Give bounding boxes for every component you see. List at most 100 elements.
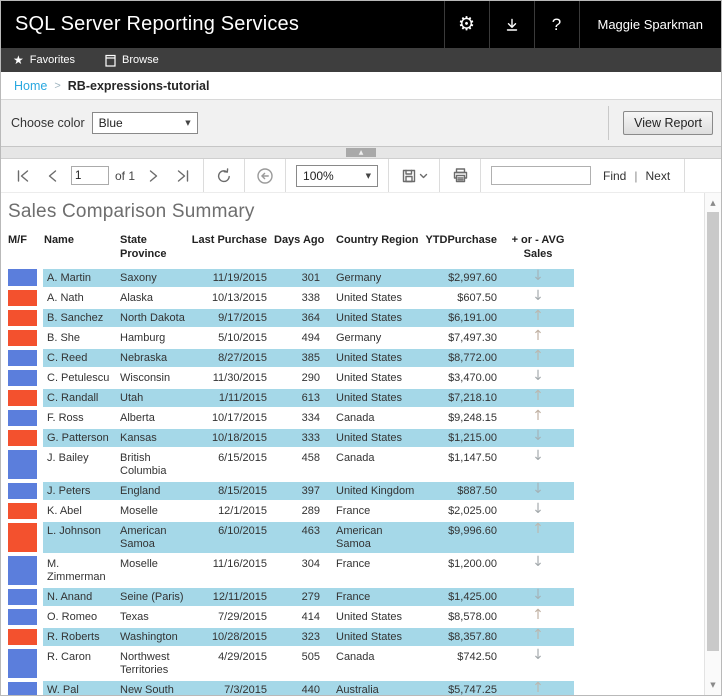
- last-page-button[interactable]: [173, 165, 193, 187]
- last-purchase-cell: 7/3/2015: [188, 679, 272, 695]
- previous-page-button[interactable]: [43, 165, 63, 187]
- table-row: J. Peters England 8/15/2015 397 United Kingd…: [8, 480, 574, 503]
- name-cell: A. Nath: [40, 287, 118, 309]
- vertical-scrollbar[interactable]: ▲ ▼: [704, 193, 721, 695]
- column-header-ytd: YTDPurchase: [425, 234, 497, 246]
- country-region-cell: United Kingdom: [322, 480, 420, 502]
- days-ago-cell: 414: [272, 606, 322, 628]
- scroll-up-button[interactable]: ▲: [705, 195, 721, 211]
- name-cell: F. Ross: [40, 407, 118, 429]
- state-province-cell: Northwest Territories: [118, 646, 188, 681]
- print-button[interactable]: [450, 165, 470, 187]
- trend-down-icon: ↓: [532, 427, 544, 444]
- report-canvas: Sales Comparison Summary M/F Name State …: [1, 193, 704, 695]
- view-report-button[interactable]: View Report: [623, 111, 713, 135]
- user-menu[interactable]: Maggie Sparkman: [578, 1, 722, 48]
- state-province-cell: British Columbia: [118, 447, 188, 482]
- trend-down-icon: ↓: [532, 646, 544, 663]
- last-purchase-cell: 12/11/2015: [188, 586, 272, 608]
- report-table-body: A. Martin Saxony 11/19/2015 301 Germany $2,99…: [8, 267, 574, 695]
- column-header-state: State Province: [120, 234, 167, 261]
- name-cell: J. Bailey: [40, 447, 118, 482]
- column-header-country: Country Region: [336, 234, 419, 246]
- next-page-button[interactable]: [143, 165, 163, 187]
- column-header-last-purchase: Last Purchase: [191, 234, 267, 246]
- gender-color-cell: [8, 626, 43, 649]
- country-region-cell: United States: [322, 427, 420, 449]
- trend-down-icon: ↓: [532, 287, 544, 304]
- next-link[interactable]: Next: [645, 168, 671, 183]
- scroll-down-button[interactable]: ▼: [705, 677, 721, 693]
- last-purchase-cell: 12/1/2015: [188, 500, 272, 522]
- chevron-down-icon: ▼: [185, 119, 191, 127]
- scrollbar-thumb[interactable]: [707, 212, 719, 651]
- report-view-area: Sales Comparison Summary M/F Name State …: [1, 193, 721, 695]
- breadcrumb-home-link[interactable]: Home: [14, 78, 48, 93]
- last-purchase-cell: 11/19/2015: [188, 268, 272, 289]
- days-ago-cell: 304: [272, 553, 322, 588]
- trend-cell: ↑: [502, 327, 574, 349]
- trend-cell: ↓: [502, 367, 574, 389]
- first-page-button[interactable]: [13, 165, 33, 187]
- table-row: B. She Hamburg 5/10/2015 494 Germany $7,497.3…: [8, 327, 574, 350]
- table-row: C. Reed Nebraska 8/27/2015 385 United States…: [8, 347, 574, 370]
- settings-button[interactable]: ⚙: [443, 1, 489, 48]
- export-button[interactable]: [399, 165, 429, 187]
- name-cell: C. Randall: [40, 387, 118, 409]
- gender-color-cell: [8, 480, 43, 503]
- trend-up-icon: ↑: [532, 347, 544, 364]
- trend-down-icon: ↓: [532, 267, 544, 284]
- find-link[interactable]: Find: [603, 168, 627, 183]
- scroll-up-icon: ▲: [710, 198, 716, 207]
- page-number-input[interactable]: [71, 166, 109, 185]
- trend-up-icon: ↑: [532, 307, 544, 324]
- country-region-cell: United States: [322, 626, 420, 648]
- refresh-button[interactable]: [214, 165, 234, 187]
- ytd-purchase-cell: $8,772.00: [420, 347, 502, 369]
- ytd-purchase-cell: $1,215.00: [420, 427, 502, 449]
- collapse-parameters-handle[interactable]: ▲: [346, 148, 376, 157]
- days-ago-cell: 290: [272, 367, 322, 389]
- last-purchase-cell: 1/11/2015: [188, 387, 272, 409]
- last-purchase-cell: 6/10/2015: [188, 520, 272, 555]
- help-button[interactable]: ?: [533, 1, 579, 48]
- ytd-purchase-cell: $607.50: [420, 287, 502, 309]
- days-ago-cell: 364: [272, 307, 322, 329]
- back-to-parent-button[interactable]: [255, 165, 275, 187]
- name-cell: L. Johnson: [40, 520, 118, 555]
- state-province-cell: Saxony: [118, 268, 188, 289]
- previous-page-icon: [48, 169, 57, 182]
- country-region-cell: United States: [322, 367, 420, 389]
- toolbar-separator: [244, 159, 246, 192]
- days-ago-cell: 279: [272, 586, 322, 608]
- scroll-down-icon: ▼: [710, 680, 716, 689]
- name-cell: J. Peters: [40, 480, 118, 502]
- table-row: K. Abel Moselle 12/1/2015 289 France $2,025.0…: [8, 500, 574, 523]
- gender-color-cell: [8, 586, 43, 609]
- save-icon: [402, 169, 415, 182]
- state-province-cell: Nebraska: [118, 347, 188, 369]
- choose-color-select[interactable]: Blue ▼: [91, 112, 198, 134]
- zoom-select[interactable]: 100% ▼: [296, 164, 379, 187]
- table-header-row: M/F Name State Province Last Purchase Da…: [8, 233, 574, 269]
- trend-down-icon: ↓: [532, 500, 544, 517]
- country-region-cell: United States: [322, 387, 420, 409]
- name-cell: B. Sanchez: [40, 307, 118, 329]
- tab-browse[interactable]: Browse: [105, 54, 159, 67]
- table-row: O. Romeo Texas 7/29/2015 414 United States $8…: [8, 606, 574, 629]
- find-text-input[interactable]: [491, 166, 592, 185]
- zoom-value: 100%: [303, 168, 334, 183]
- parameter-panel: Choose color Blue ▼ View Report: [1, 99, 721, 147]
- gender-color-cell: [8, 407, 43, 430]
- gender-color-cell: [8, 307, 43, 330]
- gender-color-cell: [8, 427, 43, 450]
- chevron-down-icon: ▼: [365, 171, 372, 180]
- download-button[interactable]: [488, 1, 534, 48]
- trend-down-icon: ↓: [532, 586, 544, 603]
- report-toolbar: of 1 100% ▼ Find | Nex: [1, 159, 721, 193]
- trend-up-icon: ↑: [532, 626, 544, 643]
- toolbar-separator: [388, 159, 390, 192]
- table-row: C. Petulescu Wisconsin 11/30/2015 290 United…: [8, 367, 574, 390]
- tab-favorites[interactable]: ★ Favorites: [13, 54, 75, 66]
